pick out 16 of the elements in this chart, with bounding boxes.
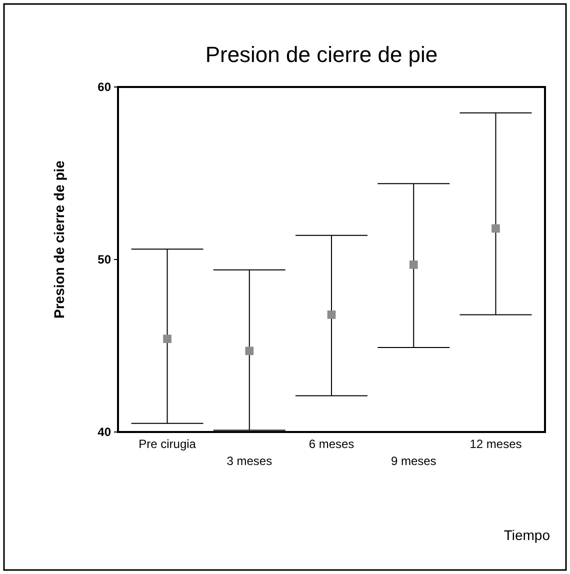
point: [163, 334, 172, 344]
y-tick-label: 40: [98, 424, 112, 439]
point: [409, 260, 418, 269]
y-tick-label: 50: [98, 252, 112, 266]
x-tick-label: 9 meses: [390, 454, 436, 468]
x-tick-label: 6 meses: [308, 437, 354, 452]
chart-title: Presion de cierre de pie: [205, 42, 438, 67]
point: [245, 346, 254, 356]
text: Tiempo: [504, 527, 550, 543]
x-tick-label: 3 meses: [226, 454, 272, 468]
x-tick-label: Pre cirugia: [138, 437, 196, 452]
y-tick-label: 60: [98, 80, 112, 94]
point: [327, 310, 336, 319]
point: [492, 224, 500, 233]
y-axis-title: Presion de cierre de pie: [51, 160, 67, 318]
x-tick-label: 12 meses: [470, 437, 522, 452]
